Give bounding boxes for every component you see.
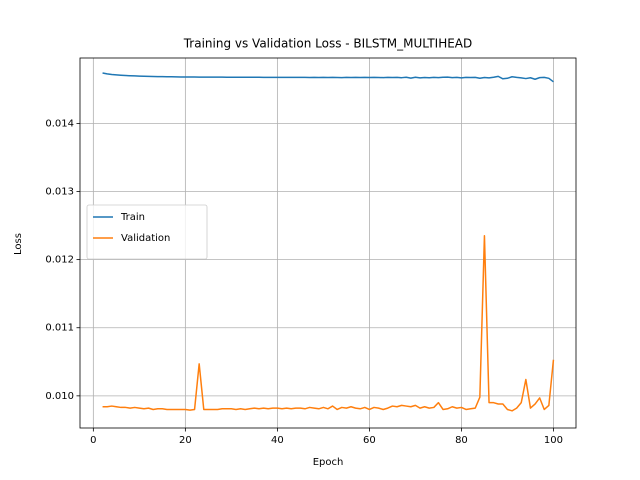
y-tick-label: 0.011 — [45, 323, 74, 334]
chart-title: Training vs Validation Loss - BILSTM_MUL… — [183, 37, 473, 51]
plot-frame — [79, 57, 577, 429]
y-tick-label: 0.010 — [45, 391, 74, 402]
legend: Train Validation — [86, 204, 208, 260]
x-tick-label: 100 — [544, 435, 563, 446]
x-tick-label: 40 — [271, 435, 284, 446]
x-tick-label: 0 — [90, 435, 96, 446]
y-tick-label: 0.014 — [45, 118, 74, 129]
legend-box — [86, 204, 208, 260]
x-tick-label: 20 — [179, 435, 192, 446]
legend-label: Validation — [121, 233, 170, 244]
legend-label: Train — [120, 212, 145, 223]
y-tick-label: 0.013 — [45, 187, 74, 198]
data-line — [102, 235, 555, 412]
y-tick-label: 0.012 — [45, 255, 74, 266]
x-tick-label: 80 — [455, 435, 468, 446]
x-axis-label: Epoch — [313, 457, 344, 468]
y-axis-label: Loss — [13, 233, 24, 255]
data-line — [102, 72, 554, 83]
x-tick-label: 60 — [363, 435, 376, 446]
